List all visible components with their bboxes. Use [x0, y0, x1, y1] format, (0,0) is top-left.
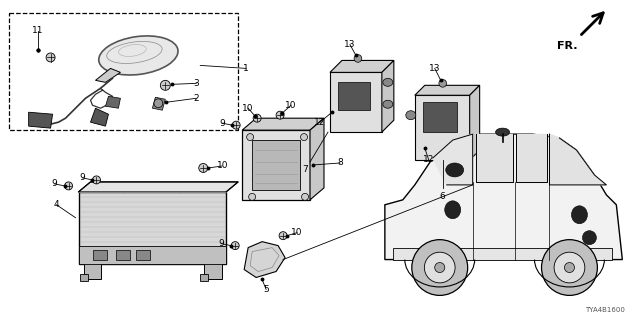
Polygon shape: [415, 85, 479, 95]
Ellipse shape: [354, 55, 362, 62]
Text: 10: 10: [291, 228, 303, 237]
Polygon shape: [415, 95, 470, 160]
Polygon shape: [330, 60, 394, 72]
Text: TYA4B1600: TYA4B1600: [586, 307, 625, 313]
FancyBboxPatch shape: [338, 82, 370, 110]
Text: 10: 10: [216, 162, 228, 171]
Ellipse shape: [93, 176, 100, 184]
Text: 11: 11: [32, 26, 44, 35]
Ellipse shape: [383, 100, 393, 108]
FancyBboxPatch shape: [93, 250, 108, 260]
Ellipse shape: [406, 111, 416, 120]
Ellipse shape: [301, 134, 308, 140]
Ellipse shape: [495, 128, 509, 136]
Polygon shape: [244, 242, 285, 277]
Text: 12: 12: [423, 156, 435, 164]
Polygon shape: [382, 60, 394, 132]
FancyBboxPatch shape: [116, 250, 131, 260]
Text: 10: 10: [285, 101, 297, 110]
Ellipse shape: [249, 193, 255, 200]
FancyBboxPatch shape: [83, 260, 102, 279]
Circle shape: [412, 240, 468, 295]
FancyBboxPatch shape: [252, 140, 300, 190]
FancyBboxPatch shape: [423, 102, 457, 132]
Ellipse shape: [572, 206, 588, 224]
Text: 4: 4: [54, 200, 60, 209]
Text: 12: 12: [314, 118, 326, 127]
Ellipse shape: [232, 121, 240, 129]
Ellipse shape: [439, 79, 447, 87]
FancyBboxPatch shape: [79, 246, 226, 264]
Text: 9: 9: [79, 173, 85, 182]
Ellipse shape: [99, 36, 178, 75]
Ellipse shape: [276, 111, 284, 119]
Polygon shape: [242, 118, 324, 130]
Polygon shape: [29, 112, 52, 128]
Text: 10: 10: [243, 104, 254, 113]
Circle shape: [541, 240, 597, 295]
Polygon shape: [476, 134, 513, 182]
FancyBboxPatch shape: [79, 192, 226, 264]
Text: 13: 13: [429, 64, 440, 73]
Ellipse shape: [253, 114, 261, 122]
FancyBboxPatch shape: [79, 274, 88, 282]
Text: 1: 1: [243, 64, 249, 73]
Text: 8: 8: [337, 158, 343, 167]
Polygon shape: [330, 72, 382, 132]
FancyBboxPatch shape: [136, 250, 150, 260]
Ellipse shape: [445, 163, 464, 177]
Ellipse shape: [65, 182, 72, 190]
Text: 9: 9: [218, 239, 224, 248]
Polygon shape: [470, 85, 479, 160]
Polygon shape: [433, 134, 473, 185]
Ellipse shape: [231, 242, 239, 250]
Polygon shape: [95, 68, 120, 82]
Text: 5: 5: [263, 285, 269, 294]
FancyBboxPatch shape: [200, 274, 208, 282]
Ellipse shape: [154, 99, 163, 108]
Circle shape: [554, 252, 585, 283]
Circle shape: [435, 262, 445, 273]
Polygon shape: [310, 118, 324, 200]
Polygon shape: [90, 108, 108, 126]
FancyBboxPatch shape: [204, 260, 222, 279]
Polygon shape: [242, 130, 310, 200]
Ellipse shape: [383, 78, 393, 86]
Text: 13: 13: [344, 40, 356, 49]
Text: 2: 2: [193, 94, 199, 103]
Polygon shape: [79, 182, 238, 192]
FancyBboxPatch shape: [393, 248, 612, 260]
Ellipse shape: [582, 231, 596, 244]
Polygon shape: [550, 134, 606, 185]
Circle shape: [424, 252, 455, 283]
Ellipse shape: [246, 134, 253, 140]
Text: 9: 9: [52, 180, 58, 188]
Ellipse shape: [161, 80, 170, 90]
Text: FR.: FR.: [557, 41, 578, 51]
Ellipse shape: [46, 53, 55, 62]
Polygon shape: [152, 97, 165, 110]
Text: 9: 9: [220, 119, 225, 128]
Text: 6: 6: [440, 192, 445, 201]
Polygon shape: [385, 134, 622, 260]
Text: 3: 3: [193, 79, 199, 88]
Circle shape: [564, 262, 575, 273]
Ellipse shape: [301, 193, 308, 200]
Text: 7: 7: [302, 165, 308, 174]
Ellipse shape: [199, 164, 208, 172]
Ellipse shape: [279, 232, 287, 240]
Polygon shape: [106, 96, 120, 108]
Ellipse shape: [445, 201, 461, 219]
Polygon shape: [516, 134, 547, 182]
